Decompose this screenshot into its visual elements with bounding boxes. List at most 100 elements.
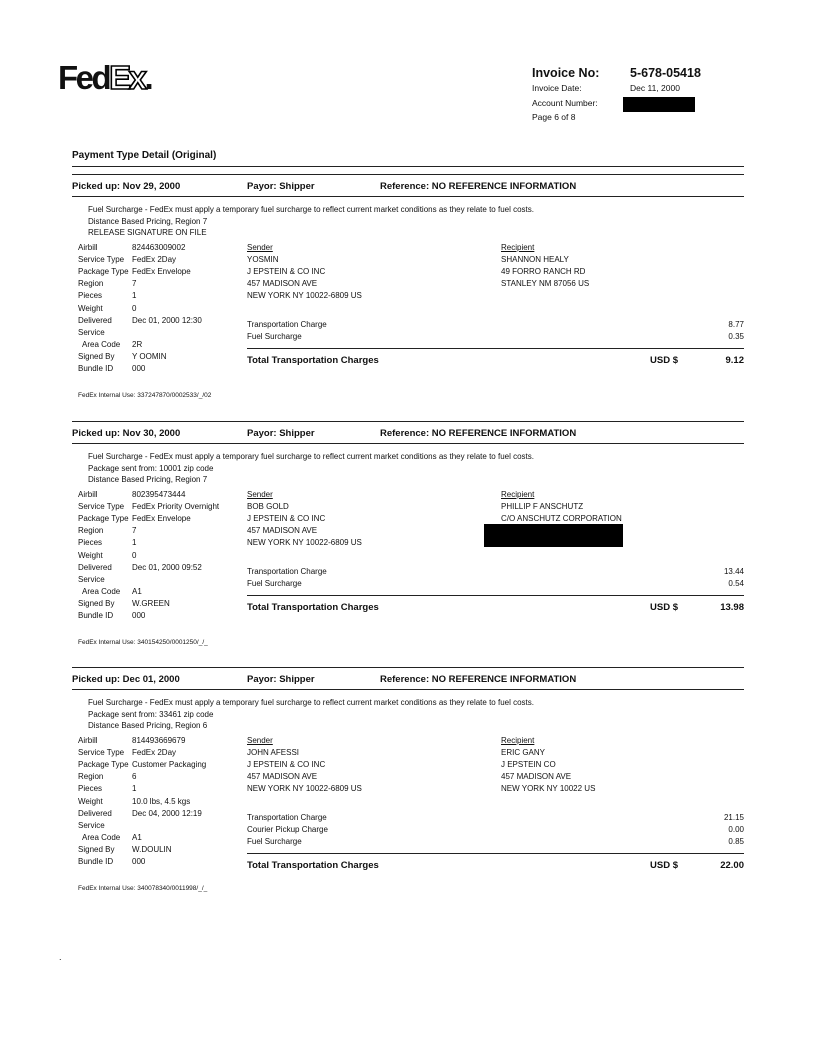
picked-up-date: Picked up: Nov 29, 2000 [72,181,181,192]
invoice-no-label: Invoice No: [532,66,600,80]
charge-label: Fuel Surcharge [247,837,302,846]
charge-amount: 13.44 [723,567,744,576]
detail-value: 1 [132,538,137,548]
charge-label: Transportation Charge [247,320,327,329]
header-underline [72,689,744,691]
detail-label: Pieces [78,538,103,548]
recipient-line: STANLEY NM 87056 US [501,279,590,289]
sender-heading: Sender [247,490,273,499]
sender-line: JOHN AFESSI [247,748,300,758]
detail-value: 2R [132,339,143,349]
detail-label: Airbill [78,736,98,745]
detail-label: Pieces [78,784,103,794]
detail-label: Signed By [78,844,115,854]
charge-amount: 0.35 [728,332,744,341]
note-line: Fuel Surcharge - FedEx must apply a temp… [88,698,534,707]
detail-value: 000 [132,364,146,373]
note-line: Fuel Surcharge - FedEx must apply a temp… [88,452,534,461]
detail-value: 0 [132,550,137,560]
detail-value: 824463009002 [132,243,186,252]
payor: Payor: Shipper [247,428,315,439]
total-amount: 13.98 [720,602,744,613]
detail-value: Dec 04, 2000 12:19 [132,808,202,818]
internal-use: FedEx Internal Use: 337247870/0002533/_/… [78,392,212,399]
detail-value: FedEx 2Day [132,748,177,758]
note-line: Fuel Surcharge - FedEx must apply a temp… [88,205,534,214]
note-line: Distance Based Pricing, Region 7 [88,475,208,484]
detail-label: Area Code [78,339,121,349]
account-number-label: Account Number: [532,98,598,108]
charge-amount: 21.15 [723,813,744,822]
detail-label: Package Type [78,760,129,770]
detail-label: Airbill [78,243,98,252]
payor: Payor: Shipper [247,181,315,192]
recipient-line: ERIC GANY [501,748,546,758]
detail-value: 1 [132,291,137,301]
charge-label: Transportation Charge [247,567,327,576]
recipient-line: PHILLIP F ANSCHUTZ [501,502,584,512]
sender-line: BOB GOLD [247,502,289,512]
detail-value: FedEx Priority Overnight [132,502,220,512]
detail-value: 1 [132,784,137,794]
charge-label: Transportation Charge [247,813,327,822]
sender-line: NEW YORK NY 10022-6809 US [247,784,362,794]
recipient-address-redaction [484,524,623,548]
total-label: Total Transportation Charges [247,602,379,613]
detail-label: Bundle ID [78,857,114,866]
charge-amount: 0.00 [728,825,744,834]
detail-label: Signed By [78,598,115,608]
recipient-line: NEW YORK NY 10022 US [501,784,596,794]
recipient-line: J EPSTEIN CO [501,760,556,770]
header-underline [72,443,744,445]
note-line: RELEASE SIGNATURE ON FILE [88,228,207,237]
reference: Reference: NO REFERENCE INFORMATION [380,674,577,685]
invoice-no: 5-678-05418 [630,66,701,80]
detail-label: Delivered [78,808,112,818]
detail-value: FedEx Envelope [132,267,191,277]
detail-label: Pieces [78,291,103,301]
detail-label: Signed By [78,351,115,361]
sender-line: NEW YORK NY 10022-6809 US [247,538,362,548]
sender-line: J EPSTEIN & CO INC [247,267,326,277]
internal-use: FedEx Internal Use: 340154250/0001250/_/… [78,639,208,646]
section-divider [72,174,744,176]
detail-label: Package Type [78,514,129,524]
sender-line: J EPSTEIN & CO INC [247,760,326,770]
invoice-date: Dec 11, 2000 [630,83,680,93]
sender-line: 457 MADISON AVE [247,772,318,782]
detail-value: Dec 01, 2000 09:52 [132,562,202,572]
detail-value: FedEx 2Day [132,255,177,265]
sender-heading: Sender [247,736,273,745]
detail-label: Region [78,772,104,782]
detail-label: Weight [78,796,103,806]
charge-amount: 8.77 [728,320,744,329]
detail-value: 7 [132,526,137,536]
detail-value: W.DOULIN [132,844,172,854]
detail-value: 802395473444 [132,490,186,499]
detail-value: Customer Packaging [132,760,207,770]
detail-label: Weight [78,303,103,313]
sender-line: J EPSTEIN & CO INC [247,514,326,524]
detail-label: Service Type [78,748,125,758]
total-label: Total Transportation Charges [247,860,379,871]
detail-value: Y OOMIN [132,351,167,361]
recipient-heading: Recipient [501,243,535,252]
reference: Reference: NO REFERENCE INFORMATION [380,181,577,192]
picked-up-date: Picked up: Nov 30, 2000 [72,428,181,439]
footer-mark: . [59,952,62,962]
detail-label: Airbill [78,490,98,499]
note-line: Package sent from: 10001 zip code [88,463,214,473]
charge-label: Courier Pickup Charge [247,825,328,834]
detail-label: Package Type [78,267,129,277]
note-line: Distance Based Pricing, Region 7 [88,216,208,226]
fedex-logo: FedEx. [58,59,154,97]
sender-heading: Sender [247,243,273,252]
detail-value: 0 [132,303,137,313]
detail-label: Region [78,279,104,289]
detail-label: Service [78,574,105,584]
recipient-line: 457 MADISON AVE [501,772,572,782]
detail-value: 000 [132,611,146,620]
charge-label: Fuel Surcharge [247,332,302,341]
reference: Reference: NO REFERENCE INFORMATION [380,428,577,439]
